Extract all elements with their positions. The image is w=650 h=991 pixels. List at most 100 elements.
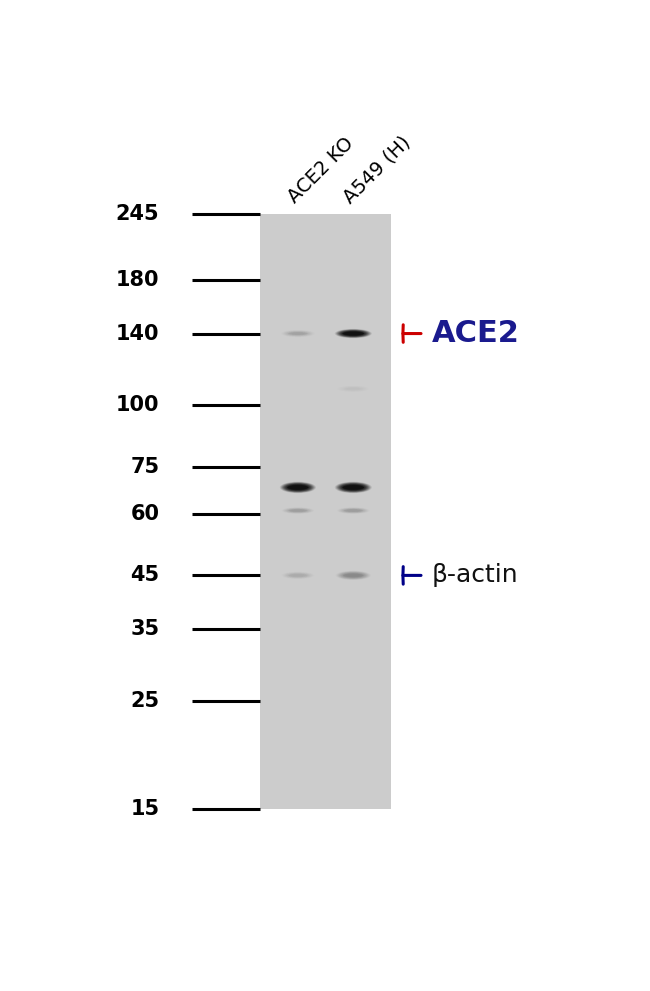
Ellipse shape: [335, 482, 372, 494]
Ellipse shape: [289, 509, 307, 512]
Ellipse shape: [285, 573, 311, 578]
Ellipse shape: [287, 486, 308, 490]
Ellipse shape: [343, 387, 364, 390]
Ellipse shape: [338, 572, 369, 580]
Ellipse shape: [283, 507, 312, 513]
Ellipse shape: [347, 388, 359, 389]
Ellipse shape: [343, 332, 364, 335]
Ellipse shape: [339, 484, 367, 492]
Ellipse shape: [338, 507, 369, 513]
Ellipse shape: [287, 573, 309, 578]
Ellipse shape: [283, 573, 312, 579]
Ellipse shape: [291, 509, 305, 511]
Text: 25: 25: [130, 691, 159, 711]
Ellipse shape: [291, 486, 305, 489]
Ellipse shape: [344, 387, 362, 390]
Ellipse shape: [345, 332, 361, 335]
Ellipse shape: [336, 329, 370, 338]
Ellipse shape: [280, 482, 316, 494]
Ellipse shape: [291, 333, 304, 335]
Ellipse shape: [339, 572, 368, 579]
Ellipse shape: [283, 507, 313, 513]
Ellipse shape: [281, 483, 315, 493]
Ellipse shape: [344, 332, 363, 336]
Ellipse shape: [291, 332, 306, 335]
Ellipse shape: [346, 574, 361, 577]
Ellipse shape: [288, 508, 308, 512]
Ellipse shape: [346, 486, 360, 489]
Bar: [260, 214, 391, 810]
Ellipse shape: [337, 330, 369, 338]
Ellipse shape: [344, 387, 363, 389]
Ellipse shape: [340, 508, 367, 513]
Ellipse shape: [343, 573, 364, 578]
Ellipse shape: [337, 571, 370, 580]
Ellipse shape: [288, 485, 308, 491]
Ellipse shape: [288, 574, 308, 578]
Ellipse shape: [335, 571, 371, 580]
Ellipse shape: [347, 509, 359, 511]
Ellipse shape: [282, 483, 314, 493]
Ellipse shape: [288, 332, 307, 335]
Ellipse shape: [283, 572, 313, 579]
Ellipse shape: [338, 483, 369, 492]
Ellipse shape: [289, 574, 307, 577]
Ellipse shape: [289, 509, 307, 511]
Ellipse shape: [341, 508, 365, 513]
Text: 15: 15: [130, 800, 159, 820]
Ellipse shape: [343, 508, 363, 512]
Ellipse shape: [285, 484, 310, 492]
Text: 180: 180: [116, 270, 159, 290]
Ellipse shape: [344, 509, 363, 512]
Ellipse shape: [335, 329, 372, 338]
Text: 245: 245: [116, 204, 159, 224]
Ellipse shape: [287, 508, 309, 512]
Ellipse shape: [281, 572, 314, 579]
Text: ACE2 KO: ACE2 KO: [285, 134, 358, 207]
Ellipse shape: [341, 386, 365, 390]
Ellipse shape: [341, 484, 366, 492]
Ellipse shape: [341, 386, 366, 391]
Ellipse shape: [286, 331, 309, 336]
Ellipse shape: [341, 331, 366, 337]
Ellipse shape: [289, 332, 306, 335]
Text: β-actin: β-actin: [432, 564, 518, 588]
Text: ACE2: ACE2: [432, 319, 519, 348]
Ellipse shape: [285, 573, 310, 578]
Ellipse shape: [289, 485, 307, 490]
Ellipse shape: [285, 331, 311, 336]
Ellipse shape: [343, 485, 364, 491]
Ellipse shape: [345, 486, 361, 490]
Text: 140: 140: [116, 323, 159, 344]
Ellipse shape: [341, 573, 365, 579]
Ellipse shape: [283, 483, 313, 492]
Ellipse shape: [336, 483, 370, 493]
Ellipse shape: [282, 330, 314, 337]
Ellipse shape: [283, 330, 313, 337]
Ellipse shape: [343, 387, 363, 390]
Ellipse shape: [284, 484, 311, 492]
Ellipse shape: [345, 509, 361, 512]
Ellipse shape: [339, 507, 367, 513]
Text: 45: 45: [130, 566, 159, 586]
Ellipse shape: [343, 574, 363, 577]
Ellipse shape: [292, 509, 304, 511]
Ellipse shape: [345, 387, 361, 390]
Ellipse shape: [343, 486, 364, 490]
Text: 60: 60: [131, 504, 159, 524]
Ellipse shape: [344, 574, 362, 578]
Text: 75: 75: [130, 457, 159, 477]
Ellipse shape: [346, 509, 361, 511]
Ellipse shape: [338, 330, 369, 337]
Text: A549 (H): A549 (H): [340, 132, 415, 207]
Ellipse shape: [290, 574, 306, 577]
Ellipse shape: [290, 486, 306, 490]
Ellipse shape: [340, 572, 367, 579]
Text: 35: 35: [130, 619, 159, 639]
Ellipse shape: [291, 574, 305, 577]
Ellipse shape: [284, 331, 311, 336]
Ellipse shape: [346, 574, 360, 577]
Ellipse shape: [343, 331, 364, 336]
Ellipse shape: [287, 332, 309, 336]
Ellipse shape: [339, 330, 367, 337]
